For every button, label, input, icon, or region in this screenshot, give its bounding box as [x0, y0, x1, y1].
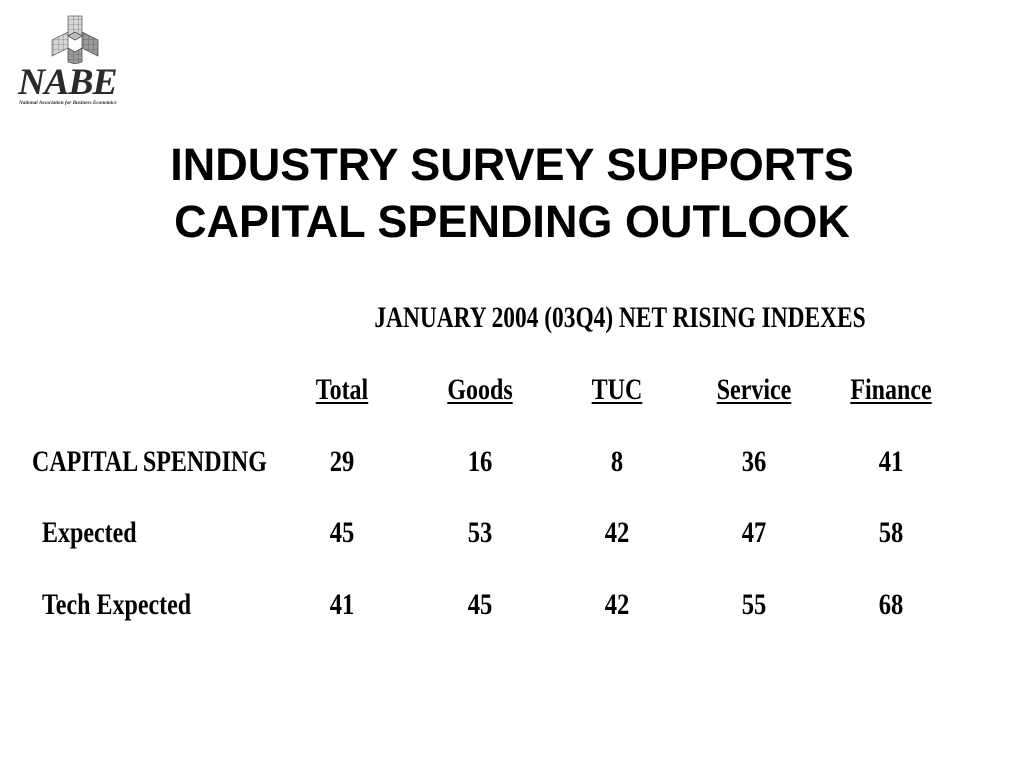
- page-title: INDUSTRY SURVEY SUPPORTS CAPITAL SPENDIN…: [0, 136, 1024, 250]
- table-cell: 41: [878, 445, 904, 478]
- logo-wordmark: NABE: [18, 62, 118, 103]
- table-cell: 16: [467, 445, 493, 478]
- title-line-2: CAPITAL SPENDING OUTLOOK: [174, 196, 850, 247]
- column-header-goods: Goods: [447, 373, 513, 406]
- column-header-tuc: TUC: [591, 373, 643, 406]
- nabe-logo: NABE National Association for Business E…: [16, 14, 132, 108]
- table-cell: 68: [878, 588, 904, 621]
- row-label-tech-expected: Tech Expected: [42, 588, 192, 621]
- table-cell: 41: [329, 588, 355, 621]
- table-title: JANUARY 2004 (03Q4) NET RISING INDEXES: [374, 301, 866, 334]
- column-header-finance: Finance: [850, 373, 932, 406]
- table-cell: 45: [467, 588, 493, 621]
- logo-subtitle: National Association for Business Econom…: [19, 100, 117, 106]
- column-header-total: Total: [315, 373, 369, 406]
- column-header-service: Service: [716, 373, 792, 406]
- table-cell: 53: [467, 516, 493, 549]
- table-cell: 42: [604, 516, 630, 549]
- table-cell: 47: [741, 516, 767, 549]
- row-label-capital-spending: CAPITAL SPENDING: [32, 445, 267, 478]
- table-cell: 45: [329, 516, 355, 549]
- table-cell: 42: [604, 588, 630, 621]
- table-cell: 29: [329, 445, 355, 478]
- table-cell: 36: [741, 445, 767, 478]
- row-label-expected: Expected: [42, 516, 137, 549]
- table-cell: 58: [878, 516, 904, 549]
- cube-logo-icon: [51, 15, 99, 64]
- table-cell: 8: [610, 445, 624, 478]
- title-line-1: INDUSTRY SURVEY SUPPORTS: [170, 139, 854, 190]
- table-cell: 55: [741, 588, 767, 621]
